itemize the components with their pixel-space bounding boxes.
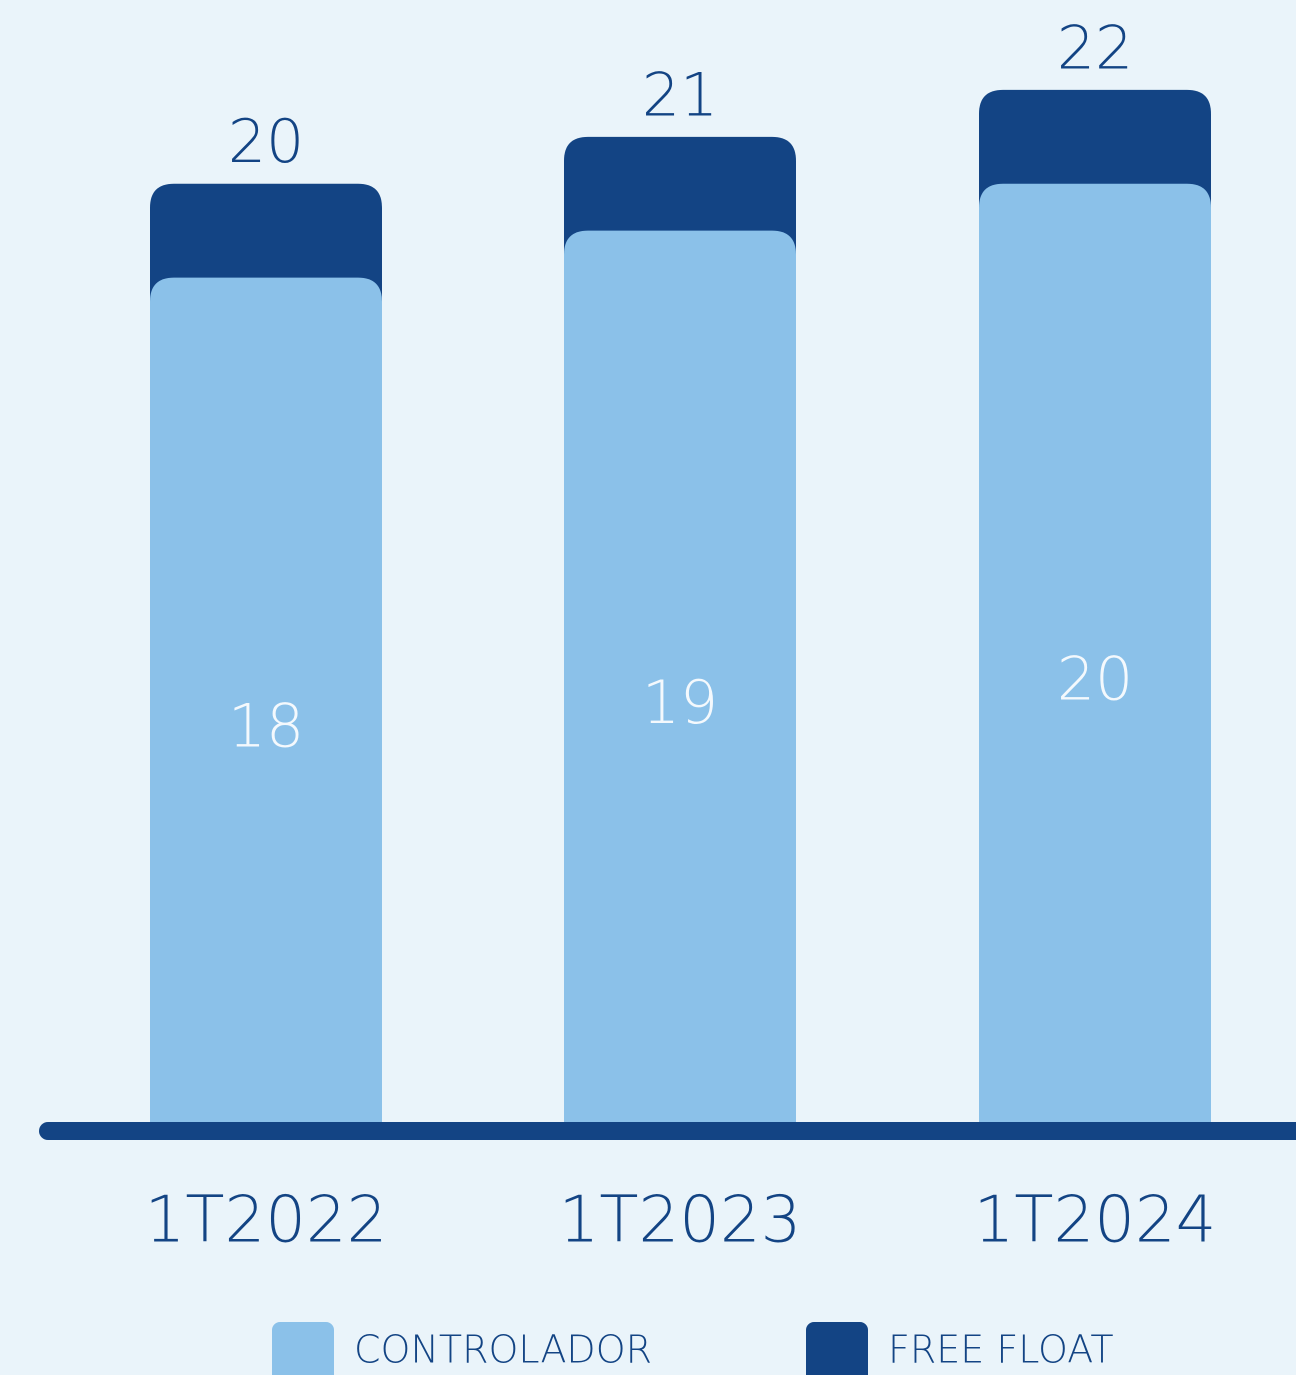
value-label: 20 — [1057, 644, 1133, 714]
total-label: 22 — [1057, 13, 1133, 83]
total-label: 21 — [642, 60, 718, 130]
legend-swatch — [272, 1322, 334, 1375]
value-label: 19 — [642, 668, 718, 738]
total-label: 20 — [228, 107, 304, 177]
legend-swatch — [806, 1322, 868, 1375]
x-tick-label: 1T2023 — [559, 1184, 802, 1258]
x-tick-label: 1T2024 — [974, 1184, 1217, 1258]
x-tick-label: 1T2022 — [145, 1184, 388, 1258]
legend-label: CONTROLADOR — [354, 1328, 652, 1372]
value-label: 18 — [228, 691, 304, 761]
page: 18 20 1T2022 19 21 1T2023 20 22 1T2024 CONTROLADO… — [0, 0, 1296, 1375]
chart: 18 20 1T2022 19 21 1T2023 20 22 1T2024 CONTROLADO… — [0, 0, 1296, 1375]
legend-label: FREE FLOAT — [888, 1328, 1114, 1372]
